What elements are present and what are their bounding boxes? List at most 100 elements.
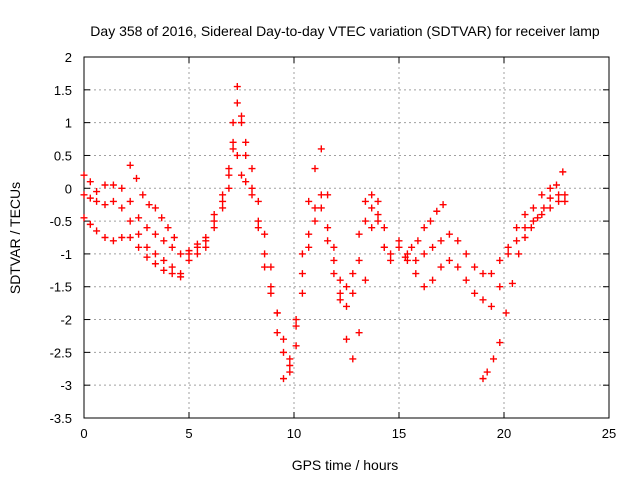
- data-point: [336, 296, 344, 304]
- data-point: [225, 165, 233, 173]
- data-point: [151, 250, 159, 258]
- data-point: [368, 204, 376, 212]
- data-point: [429, 276, 437, 284]
- data-point: [521, 234, 529, 241]
- data-point: [286, 368, 294, 376]
- data-point: [145, 201, 153, 209]
- data-point: [286, 355, 294, 363]
- data-point: [298, 270, 306, 278]
- data-point: [118, 204, 126, 212]
- data-point: [210, 224, 218, 232]
- data-point: [496, 339, 504, 347]
- data-point: [546, 194, 554, 202]
- data-point: [118, 184, 126, 192]
- data-point: [177, 250, 185, 258]
- data-point: [133, 174, 140, 182]
- data-point: [412, 256, 420, 264]
- data-point: [168, 270, 176, 278]
- data-point: [368, 224, 376, 232]
- data-point: [374, 197, 382, 205]
- data-point: [80, 214, 88, 222]
- data-point: [437, 263, 445, 271]
- data-point: [343, 302, 350, 310]
- data-point: [109, 237, 117, 245]
- data-point: [126, 234, 134, 241]
- data-point: [462, 276, 470, 284]
- data-point: [380, 243, 388, 251]
- data-point: [445, 256, 453, 264]
- y-tick-label: -1.5: [50, 280, 72, 295]
- data-point: [164, 224, 172, 232]
- data-point: [261, 230, 269, 238]
- data-point: [219, 197, 227, 205]
- data-point: [210, 211, 218, 219]
- data-point: [254, 217, 262, 225]
- data-point: [151, 204, 159, 212]
- data-point: [242, 178, 250, 186]
- data-point: [483, 368, 491, 376]
- data-point: [158, 214, 166, 222]
- y-tick-label: -3: [60, 378, 72, 393]
- data-point: [238, 112, 245, 120]
- y-tick-label: 1: [65, 116, 72, 131]
- data-point: [561, 197, 569, 205]
- data-point: [349, 289, 357, 297]
- data-point: [202, 243, 210, 251]
- data-point: [487, 270, 495, 278]
- data-point: [286, 361, 294, 369]
- data-point: [242, 151, 250, 159]
- data-point: [170, 234, 178, 241]
- data-point: [361, 217, 369, 225]
- data-point: [330, 243, 338, 251]
- data-point: [471, 289, 479, 297]
- data-point: [126, 197, 134, 205]
- y-tick-label: -1: [60, 247, 72, 262]
- plot-border: [83, 56, 610, 419]
- data-point: [433, 207, 441, 215]
- data-point: [429, 243, 437, 251]
- data-point: [311, 165, 319, 173]
- data-point: [168, 243, 176, 251]
- data-point: [555, 197, 563, 205]
- data-point: [349, 355, 357, 363]
- data-point: [280, 375, 287, 383]
- data-point: [305, 230, 313, 238]
- data-point: [427, 217, 434, 225]
- y-tick-label: 0: [65, 181, 72, 196]
- data-point: [330, 256, 338, 264]
- data-point: [408, 243, 416, 251]
- data-point: [538, 211, 546, 219]
- y-axis-title: SDTVAR / TECUs: [7, 182, 23, 294]
- data-point: [229, 145, 237, 153]
- data-point: [513, 224, 521, 232]
- data-point: [317, 204, 325, 212]
- data-point: [454, 237, 462, 245]
- data-point: [336, 289, 344, 297]
- data-point: [330, 270, 338, 278]
- data-point: [387, 250, 395, 258]
- data-point: [412, 270, 420, 278]
- data-point: [420, 283, 428, 291]
- data-point: [420, 224, 428, 232]
- y-tick-label: -3.5: [50, 411, 72, 426]
- data-point: [135, 230, 143, 238]
- data-point: [292, 316, 300, 324]
- data-point: [248, 191, 256, 199]
- data-point: [233, 83, 241, 91]
- data-point: [355, 230, 363, 238]
- data-point: [193, 250, 201, 258]
- data-point: [439, 201, 447, 209]
- data-point: [445, 230, 453, 238]
- data-point: [305, 197, 313, 205]
- x-tick-label: 10: [287, 426, 301, 441]
- data-point: [479, 375, 487, 383]
- data-point: [109, 197, 117, 205]
- data-point: [546, 184, 554, 192]
- data-point: [143, 224, 151, 232]
- data-point: [538, 191, 546, 199]
- data-point: [355, 256, 363, 264]
- data-point: [261, 250, 269, 258]
- y-tick-label: 2: [65, 50, 72, 65]
